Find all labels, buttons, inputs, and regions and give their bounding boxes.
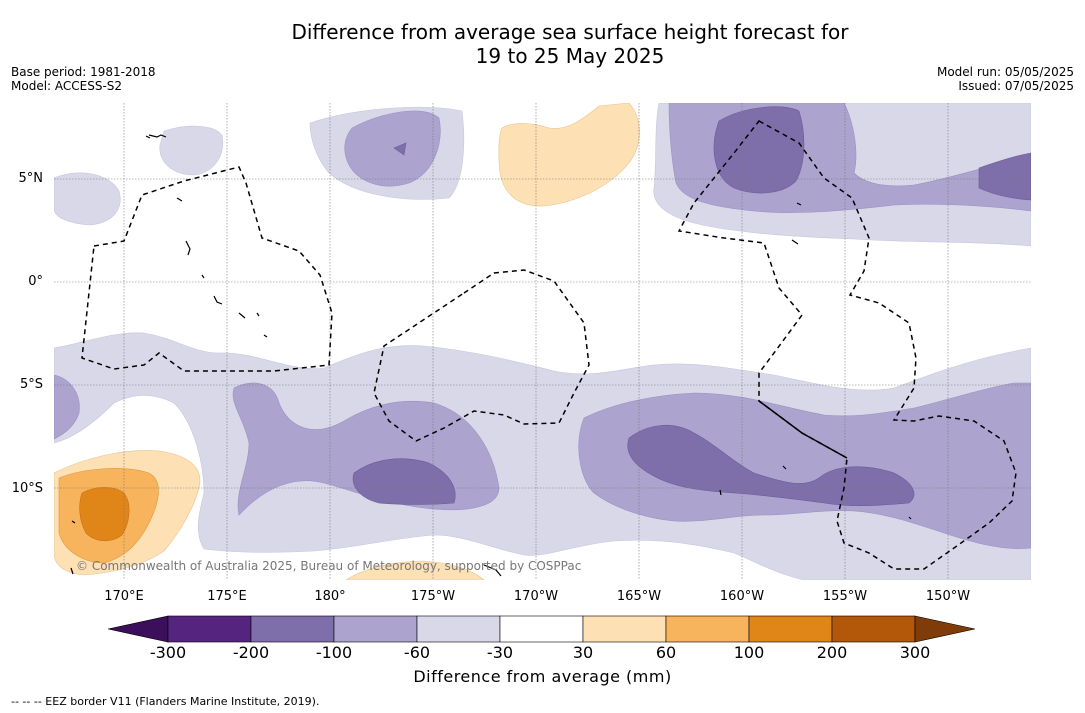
lon-label-175e: 175°E xyxy=(207,589,247,604)
colorbar-tick-label: -100 xyxy=(315,643,353,662)
colorbar-bin xyxy=(831,615,916,643)
colorbar-extend-min xyxy=(108,615,169,643)
colorbar-bin xyxy=(499,615,584,643)
lon-label-180: 180° xyxy=(314,589,346,604)
colorbar-tick-label: -200 xyxy=(232,643,270,662)
sea-surface-height-map xyxy=(54,103,1031,580)
model-run: Model run: 05/05/2025 xyxy=(936,65,1074,79)
lon-label-150w: 150°W xyxy=(925,589,971,604)
eez-borders xyxy=(81,120,1017,570)
lon-label-165w: 165°W xyxy=(616,589,662,604)
colorbar-label: Difference from average (mm) xyxy=(413,667,672,686)
lat-label-10s: 10°S xyxy=(11,481,43,496)
lat-label-0: 0° xyxy=(28,274,43,289)
colorbar-bins xyxy=(108,615,976,643)
colorbar-bin xyxy=(748,615,833,643)
eez-footnote: -- -- -- EEZ border V11 (Flanders Marine… xyxy=(11,695,320,708)
contour-pale-orange xyxy=(498,103,640,207)
lon-label-155w: 155°W xyxy=(822,589,868,604)
lon-label-170w: 170°W xyxy=(513,589,559,604)
lon-label-160w: 160°W xyxy=(719,589,765,604)
colorbar-tick-label: -30 xyxy=(486,643,514,662)
contour-positive xyxy=(54,103,640,580)
colorbar xyxy=(108,615,976,643)
colorbar-tick-label: 30 xyxy=(572,643,594,662)
colorbar-bin xyxy=(582,615,667,643)
colorbar-bin xyxy=(665,615,750,643)
contour-dark-purple xyxy=(352,106,1031,507)
contour-deep-orange-sw xyxy=(79,487,130,542)
lat-label-5n: 5°N xyxy=(18,171,44,186)
colorbar-bin xyxy=(167,615,252,643)
meta-left: Base period: 1981-2018 Model: ACCESS-S2 xyxy=(11,65,156,93)
colorbar-tick-label: -300 xyxy=(149,643,187,662)
colorbar-bin xyxy=(333,615,418,643)
chart-title: Difference from average sea surface heig… xyxy=(0,20,1085,68)
colorbar-tick-label: 300 xyxy=(899,643,931,662)
issued-date: Issued: 07/05/2025 xyxy=(958,79,1074,93)
eez-solid-segment xyxy=(758,400,848,459)
title-line-1: Difference from average sea surface heig… xyxy=(291,20,849,44)
colorbar-tick-label: 60 xyxy=(655,643,677,662)
colorbar-tick-label: -60 xyxy=(403,643,431,662)
map-gridlines xyxy=(54,103,1031,580)
base-period: Base period: 1981-2018 xyxy=(11,65,156,79)
contour-pale-orange-south xyxy=(345,560,485,580)
copyright-notice: © Commonwealth of Australia 2025, Bureau… xyxy=(76,559,582,573)
colorbar-tick-label: 100 xyxy=(733,643,765,662)
lon-label-175w: 175°W xyxy=(410,589,456,604)
colorbar-bin xyxy=(250,615,335,643)
islands xyxy=(70,134,912,577)
contour-medium-purple xyxy=(54,103,1031,549)
colorbar-extend-max xyxy=(914,615,976,643)
colorbar-bin xyxy=(416,615,501,643)
meta-right: Model run: 05/05/2025 Issued: 07/05/2025 xyxy=(937,65,1074,93)
lon-label-170e: 170°E xyxy=(104,589,144,604)
colorbar-tick-label: 200 xyxy=(816,643,848,662)
lat-label-5s: 5°S xyxy=(19,377,43,392)
model-name: Model: ACCESS-S2 xyxy=(11,79,123,93)
title-line-2: 19 to 25 May 2025 xyxy=(475,44,665,68)
